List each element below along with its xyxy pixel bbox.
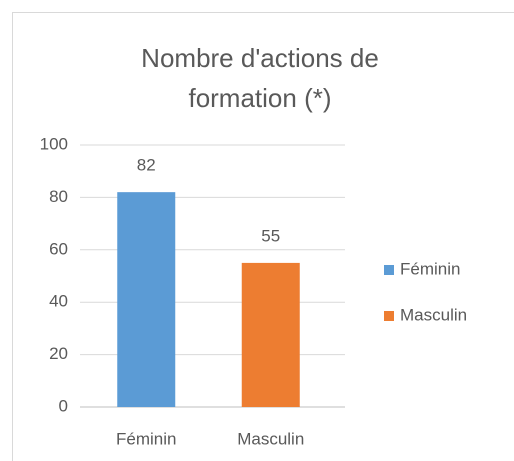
legend-swatch [384,265,394,275]
x-tick-label: Féminin [116,429,176,448]
y-tick-label: 100 [40,134,68,153]
y-tick-label: 60 [49,239,68,258]
y-tick-label: 80 [49,187,68,206]
legend-swatch [384,311,394,321]
chart-title: Nombre d'actions de formation (*) [141,43,379,113]
y-tick-label: 40 [49,292,68,311]
y-tick-label: 20 [49,344,68,363]
data-label: 82 [137,156,156,175]
bar [241,262,300,407]
legend-label: Masculin [400,305,467,324]
legend-label: Féminin [400,259,460,278]
bar [117,192,176,407]
data-label: 55 [261,226,280,245]
y-tick-label: 0 [59,396,68,415]
x-tick-label: Masculin [237,429,304,448]
